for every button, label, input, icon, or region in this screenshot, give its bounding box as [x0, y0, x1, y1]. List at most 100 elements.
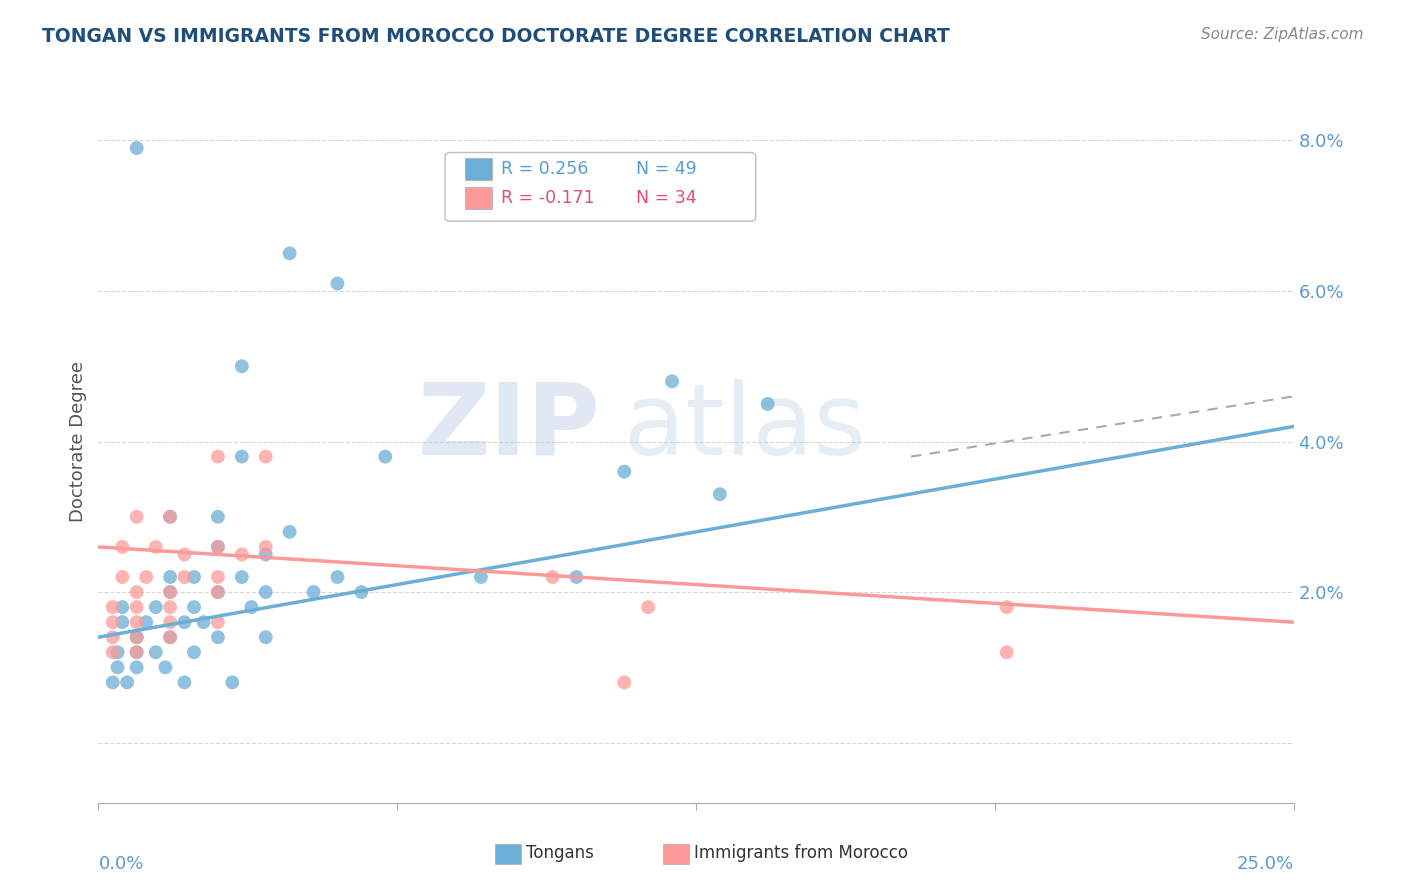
- Point: [207, 540, 229, 554]
- Point: [159, 585, 181, 599]
- Point: [145, 645, 167, 659]
- Text: ZIP: ZIP: [418, 378, 600, 475]
- Point: [326, 277, 349, 291]
- Point: [207, 509, 229, 524]
- Point: [995, 645, 1018, 659]
- Point: [111, 600, 134, 615]
- Point: [135, 615, 157, 630]
- Point: [111, 570, 134, 584]
- Point: [995, 600, 1018, 615]
- Point: [173, 615, 195, 630]
- Point: [111, 540, 134, 554]
- Point: [207, 570, 229, 584]
- FancyBboxPatch shape: [465, 187, 492, 209]
- Text: N = 49: N = 49: [636, 161, 697, 178]
- Point: [125, 645, 148, 659]
- Point: [125, 630, 148, 644]
- Point: [231, 570, 253, 584]
- Point: [470, 570, 492, 584]
- Point: [125, 615, 148, 630]
- Point: [254, 450, 277, 464]
- Point: [254, 585, 277, 599]
- Point: [207, 630, 229, 644]
- Text: Source: ZipAtlas.com: Source: ZipAtlas.com: [1201, 27, 1364, 42]
- FancyBboxPatch shape: [495, 844, 522, 864]
- Point: [159, 570, 181, 584]
- Point: [661, 375, 683, 389]
- Point: [231, 450, 253, 464]
- Point: [541, 570, 564, 584]
- Point: [107, 660, 129, 674]
- Text: atlas: atlas: [624, 378, 866, 475]
- Point: [254, 540, 277, 554]
- Point: [125, 630, 148, 644]
- Point: [159, 600, 181, 615]
- Point: [125, 645, 148, 659]
- Point: [613, 675, 636, 690]
- Point: [240, 600, 263, 615]
- Point: [326, 570, 349, 584]
- Text: N = 34: N = 34: [636, 189, 697, 207]
- Point: [207, 585, 229, 599]
- FancyBboxPatch shape: [446, 153, 756, 221]
- Point: [254, 548, 277, 562]
- Point: [107, 645, 129, 659]
- FancyBboxPatch shape: [662, 844, 689, 864]
- Point: [221, 675, 243, 690]
- Text: 0.0%: 0.0%: [98, 855, 143, 873]
- Point: [207, 585, 229, 599]
- Point: [207, 450, 229, 464]
- Point: [756, 397, 779, 411]
- Point: [173, 548, 195, 562]
- Point: [173, 675, 195, 690]
- Point: [159, 615, 181, 630]
- Point: [145, 540, 167, 554]
- Point: [101, 675, 124, 690]
- Point: [278, 524, 301, 539]
- Point: [101, 645, 124, 659]
- Text: R = 0.256: R = 0.256: [501, 161, 589, 178]
- Point: [125, 141, 148, 155]
- Point: [159, 509, 181, 524]
- Point: [173, 570, 195, 584]
- Point: [159, 630, 181, 644]
- Point: [613, 465, 636, 479]
- Point: [183, 570, 205, 584]
- Point: [231, 548, 253, 562]
- Point: [565, 570, 588, 584]
- Point: [302, 585, 325, 599]
- Point: [125, 600, 148, 615]
- Point: [278, 246, 301, 260]
- Point: [183, 645, 205, 659]
- Point: [350, 585, 373, 599]
- Point: [709, 487, 731, 501]
- Point: [159, 630, 181, 644]
- Text: Tongans: Tongans: [526, 845, 595, 863]
- Point: [207, 615, 229, 630]
- Point: [183, 600, 205, 615]
- Point: [101, 615, 124, 630]
- Text: R = -0.171: R = -0.171: [501, 189, 595, 207]
- Point: [374, 450, 396, 464]
- Point: [207, 540, 229, 554]
- Point: [155, 660, 177, 674]
- Text: TONGAN VS IMMIGRANTS FROM MOROCCO DOCTORATE DEGREE CORRELATION CHART: TONGAN VS IMMIGRANTS FROM MOROCCO DOCTOR…: [42, 27, 950, 45]
- Point: [101, 600, 124, 615]
- FancyBboxPatch shape: [465, 158, 492, 180]
- Point: [125, 585, 148, 599]
- Point: [145, 600, 167, 615]
- Point: [111, 615, 134, 630]
- Point: [101, 630, 124, 644]
- Point: [637, 600, 659, 615]
- Point: [115, 675, 138, 690]
- Point: [231, 359, 253, 374]
- Point: [159, 585, 181, 599]
- Text: 25.0%: 25.0%: [1236, 855, 1294, 873]
- Point: [125, 660, 148, 674]
- Y-axis label: Doctorate Degree: Doctorate Degree: [69, 361, 87, 522]
- Text: Immigrants from Morocco: Immigrants from Morocco: [693, 845, 908, 863]
- Point: [254, 630, 277, 644]
- Point: [125, 509, 148, 524]
- Point: [135, 570, 157, 584]
- Point: [193, 615, 215, 630]
